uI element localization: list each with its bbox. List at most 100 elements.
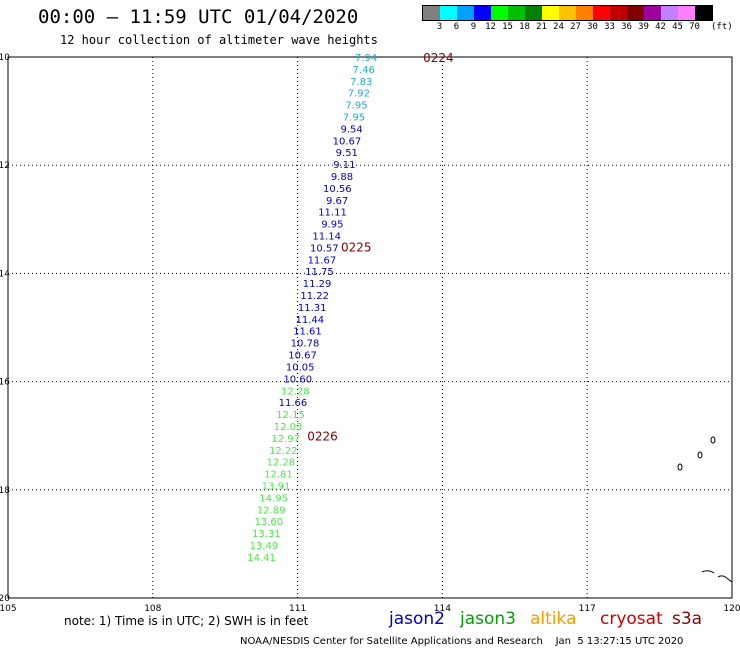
wave-height-value: 10.78 <box>291 339 320 350</box>
wave-height-value: 11.11 <box>318 208 347 219</box>
color-scale-tick: 30 <box>587 22 598 32</box>
credit-line: NOAA/NESDIS Center for Satellite Applica… <box>240 636 684 647</box>
color-scale-tick: 12 <box>485 22 496 32</box>
wave-height-value: 9.11 <box>333 160 355 171</box>
color-swatch <box>576 6 593 20</box>
wave-height-value: 9.54 <box>340 124 362 135</box>
x-tick-label: 117 <box>579 604 596 614</box>
map-frame <box>7 56 733 599</box>
color-scale-tick: 42 <box>655 22 666 32</box>
color-swatch <box>423 6 440 20</box>
wave-height-value: 11.67 <box>308 255 337 266</box>
island-shape <box>701 570 715 574</box>
wave-height-value: 11.31 <box>298 303 327 314</box>
legend-item-jason3: jason3 <box>460 609 516 629</box>
wave-height-value: 12.97 <box>271 434 300 445</box>
y-tick-label: -16 <box>0 378 10 388</box>
color-swatch <box>627 6 644 20</box>
color-scale-tick: 15 <box>502 22 513 32</box>
wave-height-value: 10.56 <box>323 184 352 195</box>
color-scale-tick: 33 <box>604 22 615 32</box>
wave-height-value: 12.28 <box>267 458 296 469</box>
y-tick-label: -14 <box>0 269 10 279</box>
color-scale-tick: 6 <box>453 22 460 32</box>
legend-item-cryosat: cryosat <box>600 609 663 629</box>
units-note: note: 1) Time is in UTC; 2) SWH is in fe… <box>64 614 309 628</box>
wave-height-value: 12.81 <box>264 470 293 481</box>
wave-height-value: 13.49 <box>250 541 279 552</box>
wave-height-value: 10.57 <box>310 243 339 254</box>
color-swatch <box>525 6 542 20</box>
color-swatch <box>678 6 695 20</box>
legend-item-altika: altika <box>530 609 577 629</box>
wave-height-value: 12.03 <box>274 422 303 433</box>
color-scale-tick: 3 <box>436 22 443 32</box>
wave-height-value: 11.44 <box>296 315 325 326</box>
wave-height-value: 10.60 <box>283 374 312 385</box>
wave-height-value: 9.51 <box>336 148 358 159</box>
color-scale-tick: 24 <box>553 22 564 32</box>
color-swatch <box>440 6 457 20</box>
island-shape <box>677 463 683 471</box>
wave-height-value: 13.31 <box>252 529 281 540</box>
x-tick-label: 111 <box>289 604 306 614</box>
color-scale-tick: 70 <box>689 22 700 32</box>
map-subtitle: 12 hour collection of altimeter wave hei… <box>60 33 378 47</box>
color-scale-tick: 39 <box>638 22 649 32</box>
color-swatch <box>695 6 712 20</box>
wave-height-value: 12.15 <box>276 410 305 421</box>
wave-height-value: 13.60 <box>254 517 283 528</box>
wave-height-value: 14.41 <box>247 553 276 564</box>
wave-height-value: 11.22 <box>300 291 329 302</box>
color-swatch <box>474 6 491 20</box>
color-swatch <box>610 6 627 20</box>
wave-height-value: 11.61 <box>293 327 322 338</box>
legend-item-s3a: s3a <box>672 609 703 629</box>
wave-height-value: 10.67 <box>333 136 362 147</box>
color-swatch <box>559 6 576 20</box>
color-swatch <box>508 6 525 20</box>
x-tick-label: 105 <box>0 604 17 614</box>
color-scale-tick: 18 <box>519 22 530 32</box>
y-tick-label: -18 <box>0 486 10 496</box>
color-scale-tick: 21 <box>536 22 547 32</box>
color-swatch <box>644 6 661 20</box>
color-swatch <box>661 6 678 20</box>
x-tick-label: 108 <box>144 604 161 614</box>
wave-height-value: 7.94 <box>355 53 377 64</box>
wave-height-value: 9.95 <box>321 220 343 231</box>
wave-height-value: 7.95 <box>343 113 365 124</box>
wave-height-value: 11.14 <box>312 232 341 243</box>
wave-height-value: 9.88 <box>331 172 353 183</box>
wave-height-value: 12.22 <box>269 446 298 457</box>
color-swatch <box>542 6 559 20</box>
wave-height-value: 13.91 <box>262 481 291 492</box>
y-tick-label: -20 <box>0 594 10 604</box>
time-label: 0225 <box>341 240 372 254</box>
wave-height-value: 12.89 <box>257 505 286 516</box>
wave-height-value: 7.46 <box>353 65 375 76</box>
color-swatch <box>457 6 474 20</box>
legend-item-jason2: jason2 <box>389 609 445 629</box>
wave-height-value: 14.95 <box>259 493 288 504</box>
island-shape <box>710 436 716 444</box>
color-scale-unit: (ft) <box>711 22 733 32</box>
wave-height-value: 10.05 <box>286 362 315 373</box>
color-scale-tick: 9 <box>470 22 477 32</box>
wave-height-value: 7.83 <box>350 77 372 88</box>
wave-height-value: 11.29 <box>303 279 332 290</box>
wave-height-value: 9.67 <box>326 196 348 207</box>
time-label: 0224 <box>423 51 454 65</box>
wave-height-value: 7.95 <box>345 101 367 112</box>
wave-height-value: 11.75 <box>305 267 334 278</box>
wave-height-value: 7.92 <box>348 89 370 100</box>
color-scale-tick: 36 <box>621 22 632 32</box>
y-tick-label: -10 <box>0 53 10 63</box>
color-swatch <box>593 6 610 20</box>
island-shape <box>697 451 703 459</box>
y-tick-label: -12 <box>0 161 10 171</box>
wave-height-value: 11.66 <box>279 398 308 409</box>
color-swatch <box>491 6 508 20</box>
color-scale-tick: 45 <box>672 22 683 32</box>
